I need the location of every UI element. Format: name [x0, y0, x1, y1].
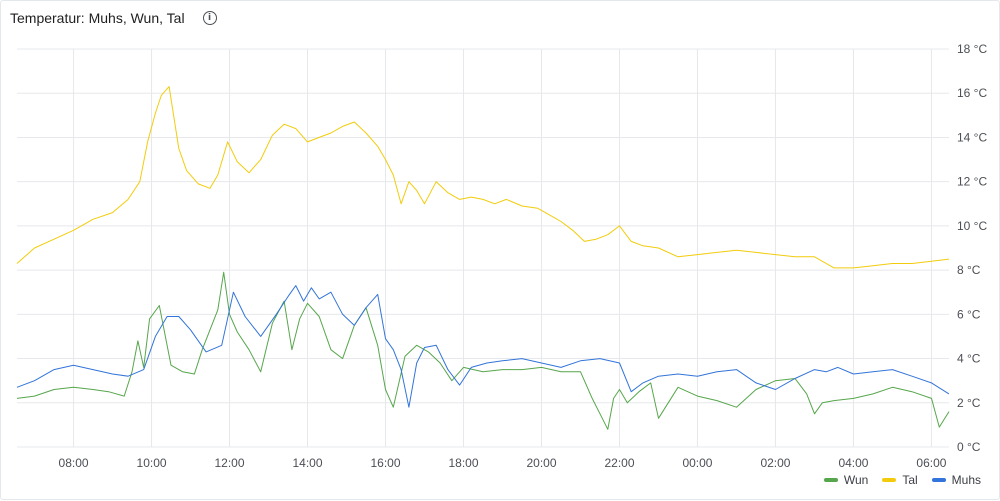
legend-swatch [882, 478, 897, 482]
y-tick-label: 12 °C [957, 175, 987, 189]
series-lines [16, 86, 950, 430]
x-tick-label: 08:00 [59, 456, 89, 470]
legend-label: Tal [902, 473, 918, 487]
y-tick-label: 16 °C [957, 86, 987, 100]
y-tick-label: 0 °C [957, 440, 981, 454]
legend-item-muhs[interactable]: Muhs [931, 473, 981, 487]
x-tick-label: 12:00 [215, 456, 245, 470]
panel-header: Temperatur: Muhs, Wun, Tal i [10, 8, 217, 28]
y-tick-label: 4 °C [957, 352, 981, 366]
series-line-muhs [16, 285, 950, 408]
x-tick-label: 20:00 [526, 456, 556, 470]
legend-swatch [931, 478, 946, 482]
x-tick-label: 18:00 [448, 456, 478, 470]
legend-item-tal[interactable]: Tal [882, 473, 918, 487]
legend-swatch [823, 478, 838, 482]
x-tick-label: 10:00 [137, 456, 167, 470]
x-tick-label: 14:00 [293, 456, 323, 470]
y-tick-label: 10 °C [957, 219, 987, 233]
x-axis: 08:00 10:00 12:00 14:00 16:00 18:00 20:00 22:00… [59, 456, 947, 470]
x-tick-label: 16:00 [370, 456, 400, 470]
series-line-tal [16, 86, 950, 269]
legend-label: Wun [843, 473, 869, 487]
grid-lines [17, 48, 949, 448]
legend: Wun Tal Muhs [823, 473, 981, 487]
info-circle-icon[interactable]: i [202, 11, 217, 25]
legend-label: Muhs [951, 473, 981, 487]
y-tick-label: 8 °C [957, 263, 981, 277]
x-tick-label: 22:00 [604, 456, 634, 470]
x-tick-label: 06:00 [916, 456, 946, 470]
y-axis: 0 °C 2 °C 4 °C 6 °C 8 °C 10 °C 12 °C 14 °C 16 °C… [957, 42, 987, 454]
y-tick-label: 18 °C [957, 42, 987, 56]
panel-title: Temperatur: Muhs, Wun, Tal [10, 10, 185, 26]
y-tick-label: 6 °C [957, 307, 981, 321]
y-tick-label: 14 °C [957, 130, 987, 144]
x-tick-label: 02:00 [760, 456, 790, 470]
y-tick-label: 2 °C [957, 396, 981, 410]
series-line-wun [16, 271, 950, 430]
legend-item-wun[interactable]: Wun [823, 473, 869, 487]
x-tick-label: 04:00 [838, 456, 868, 470]
x-tick-label: 00:00 [682, 456, 712, 470]
